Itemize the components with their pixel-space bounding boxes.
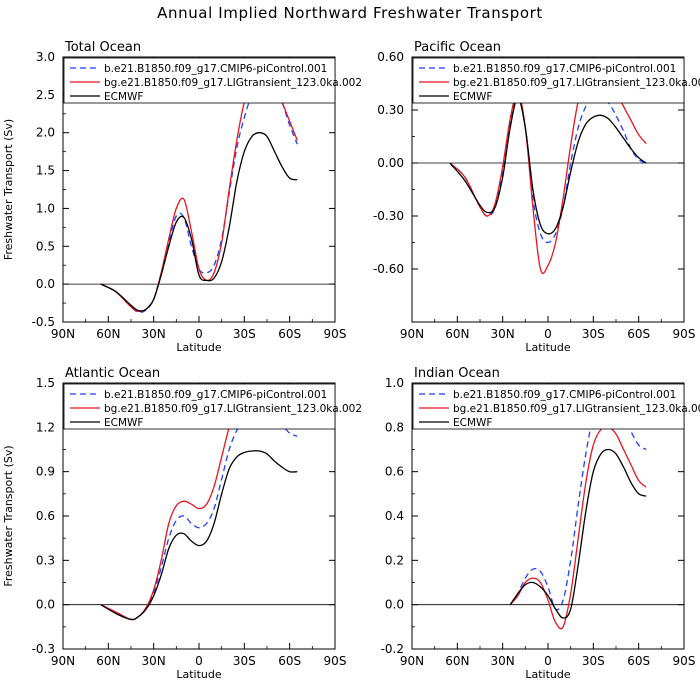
- legend-label-1: b.e21.B1850.f09_g17.CMIP6-piControl.001: [453, 389, 676, 401]
- legend-label-1: b.e21.B1850.f09_g17.CMIP6-piControl.001: [104, 389, 327, 401]
- y-tick-label: 0.0: [36, 277, 55, 291]
- y-tick-label: 1.0: [36, 201, 55, 215]
- y-tick-label: -0.30: [373, 209, 404, 223]
- x-tick-label: 90S: [324, 327, 347, 341]
- x-tick-label: 90S: [673, 654, 696, 668]
- x-tick-label: 90S: [324, 654, 347, 668]
- y-tick-label: -0.3: [32, 642, 55, 656]
- y-tick-label: 0.60: [377, 50, 404, 64]
- y-tick-label: 0.0: [36, 598, 55, 612]
- y-tick-label: 0.00: [377, 156, 404, 170]
- x-axis-label: Latitude: [176, 668, 222, 681]
- x-axis-label: Latitude: [525, 341, 571, 354]
- legend-label-1: b.e21.B1850.f09_g17.CMIP6-piControl.001: [453, 63, 676, 75]
- series-line-2: [509, 426, 647, 630]
- x-tick-label: 90N: [51, 327, 75, 341]
- legend-label-3: ECMWF: [453, 91, 492, 103]
- x-tick-label: 60S: [278, 654, 301, 668]
- x-tick-label: 60N: [96, 654, 120, 668]
- x-axis-label: Latitude: [176, 341, 222, 354]
- x-tick-label: 90N: [400, 327, 424, 341]
- legend-box: [63, 57, 336, 104]
- x-tick-label: 0: [544, 654, 552, 668]
- y-tick-label: -0.60: [373, 262, 404, 276]
- y-tick-label: 0.9: [36, 465, 55, 479]
- x-tick-label: 60S: [627, 654, 650, 668]
- panel-title: Atlantic Ocean: [65, 366, 160, 381]
- x-tick-label: 90N: [51, 654, 75, 668]
- x-tick-label: 60N: [445, 654, 469, 668]
- x-tick-label: 30N: [491, 654, 515, 668]
- y-tick-label: 0.8: [385, 420, 404, 434]
- y-tick-label: -0.5: [32, 315, 55, 329]
- y-tick-label: 1.0: [385, 376, 404, 390]
- chart-main-title: Annual Implied Northward Freshwater Tran…: [157, 4, 543, 22]
- legend-label-3: ECMWF: [104, 91, 143, 103]
- y-tick-label: 0.2: [385, 553, 404, 567]
- y-tick-label: 0.30: [377, 103, 404, 117]
- legend-box: [412, 57, 685, 104]
- y-tick-label: 0.0: [385, 598, 404, 612]
- y-tick-label: 1.2: [36, 420, 55, 434]
- x-tick-label: 30N: [491, 327, 515, 341]
- x-tick-label: 30S: [233, 654, 256, 668]
- y-tick-label: 0.5: [36, 239, 55, 253]
- x-tick-label: 0: [544, 327, 552, 341]
- panel-title: Pacific Ocean: [414, 40, 501, 55]
- y-tick-label: 0.3: [36, 553, 55, 567]
- panel-title: Total Ocean: [64, 40, 141, 55]
- x-tick-label: 90N: [400, 654, 424, 668]
- legend-label-2: bg.e21.B1850.f09_g17.LIGtransient_123.0k…: [104, 77, 362, 89]
- x-tick-label: 60S: [627, 327, 650, 341]
- y-tick-label: 0.6: [36, 509, 55, 523]
- series-line-3: [449, 96, 647, 235]
- legend-label-1: b.e21.B1850.f09_g17.CMIP6-piControl.001: [104, 63, 327, 75]
- legend-label-3: ECMWF: [453, 417, 492, 429]
- x-tick-label: 0: [195, 654, 203, 668]
- x-tick-label: 60N: [96, 327, 120, 341]
- y-tick-label: 0.6: [385, 465, 404, 479]
- panel-title: Indian Ocean: [414, 366, 500, 381]
- y-tick-label: 2.0: [36, 126, 55, 140]
- y-axis-label: Freshwater Transport (Sv): [2, 119, 15, 260]
- y-tick-label: 1.5: [36, 376, 55, 390]
- series-line-1: [449, 96, 647, 244]
- legend-label-2: bg.e21.B1850.f09_g17.LIGtransient_123.0k…: [104, 403, 362, 415]
- series-line-3: [100, 450, 298, 621]
- y-tick-label: 0.4: [385, 509, 404, 523]
- series-line-3: [100, 132, 298, 312]
- x-tick-label: 60S: [278, 327, 301, 341]
- x-tick-label: 30N: [142, 327, 166, 341]
- series-line-3: [509, 448, 647, 619]
- y-tick-label: 1.5: [36, 164, 55, 178]
- x-tick-label: 90S: [673, 327, 696, 341]
- x-tick-label: 30S: [582, 327, 605, 341]
- legend-label-3: ECMWF: [104, 417, 143, 429]
- legend-box: [63, 383, 336, 430]
- x-tick-label: 0: [195, 327, 203, 341]
- legend-label-2: bg.e21.B1850.f09_g17.LIGtransient_123.0k…: [453, 403, 700, 415]
- y-tick-label: 2.5: [36, 88, 55, 102]
- y-tick-label: -0.2: [381, 642, 404, 656]
- x-axis-label: Latitude: [525, 668, 571, 681]
- x-tick-label: 60N: [445, 327, 469, 341]
- legend-label-2: bg.e21.B1850.f09_g17.LIGtransient_123.0k…: [453, 77, 700, 89]
- x-tick-label: 30S: [582, 654, 605, 668]
- x-tick-label: 30N: [142, 654, 166, 668]
- y-axis-label: Freshwater Transport (Sv): [2, 445, 15, 586]
- x-tick-label: 30S: [233, 327, 256, 341]
- y-tick-label: 3.0: [36, 50, 55, 64]
- legend-box: [412, 383, 685, 430]
